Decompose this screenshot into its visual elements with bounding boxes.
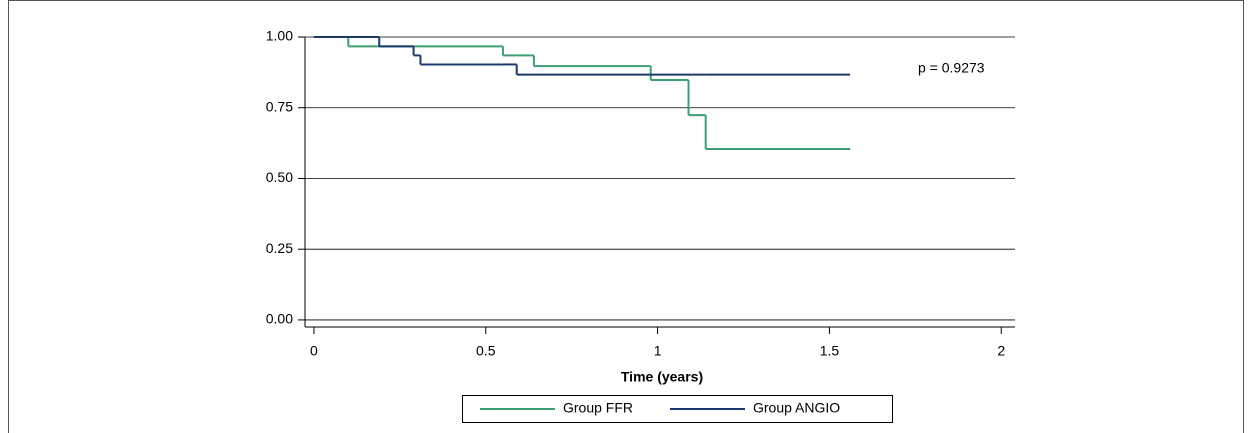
y-tick-label: 0.75 bbox=[266, 98, 293, 114]
y-tick-label: 0.50 bbox=[266, 169, 293, 185]
y-tick-label: 1.00 bbox=[266, 28, 293, 44]
y-tick-label: 0.00 bbox=[266, 311, 293, 327]
x-tick-label: 1 bbox=[654, 343, 662, 359]
x-tick-label: 0.5 bbox=[476, 343, 496, 359]
annotation: p = 0.9273 bbox=[918, 60, 985, 76]
legend bbox=[462, 395, 893, 423]
y-tick-label: 0.25 bbox=[266, 240, 293, 256]
legend-label: Group FFR bbox=[563, 400, 633, 416]
legend-label: Group ANGIO bbox=[753, 400, 840, 416]
x-tick-label: 0 bbox=[310, 343, 318, 359]
x-tick-label: 1.5 bbox=[820, 343, 840, 359]
frame bbox=[8, 0, 1244, 433]
x-axis-label: Time (years) bbox=[621, 369, 703, 385]
x-tick-label: 2 bbox=[997, 343, 1005, 359]
